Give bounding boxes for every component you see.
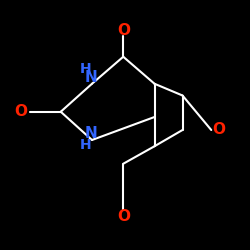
Text: H: H	[80, 62, 92, 76]
Text: O: O	[117, 23, 130, 38]
Text: O: O	[117, 209, 130, 224]
Text: N: N	[84, 126, 97, 141]
Text: O: O	[14, 104, 27, 119]
Text: H: H	[80, 138, 92, 152]
Text: N: N	[84, 70, 97, 85]
Text: O: O	[212, 122, 225, 138]
